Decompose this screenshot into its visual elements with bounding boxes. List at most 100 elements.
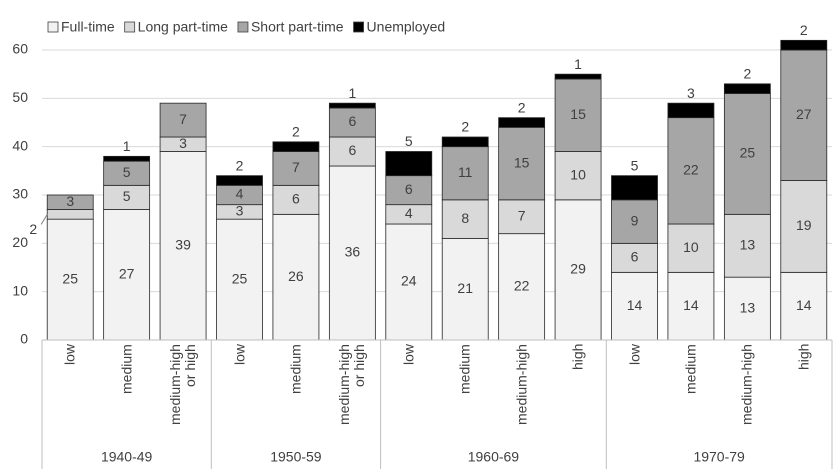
data-label: 10	[570, 166, 586, 182]
bar-segment	[498, 126, 546, 201]
bar-segment	[554, 78, 602, 152]
x-tick-label: low	[400, 344, 417, 366]
bar-segment	[554, 151, 602, 201]
data-label: 25	[62, 270, 78, 286]
bar-segment	[216, 175, 263, 186]
data-label: 14	[796, 297, 812, 313]
x-tick-label-box: medium	[287, 344, 304, 394]
x-tick-label: high	[569, 344, 586, 371]
legend-swatch	[237, 21, 249, 33]
data-label: 5	[631, 157, 639, 173]
bar-segment	[103, 160, 151, 186]
y-tick-label: 0	[20, 331, 28, 347]
bar-segment	[498, 117, 546, 128]
y-tick-label: 10	[12, 282, 28, 298]
data-label: 25	[232, 270, 248, 286]
data-label: 14	[683, 297, 699, 313]
legend-label: Full-time	[61, 19, 115, 35]
data-label: 15	[570, 106, 586, 122]
x-tick-label-box: low	[231, 344, 247, 366]
bar-segment	[328, 107, 376, 138]
x-tick-label: medium	[456, 344, 473, 394]
y-tick-label: 50	[12, 89, 28, 105]
data-label: 2	[461, 119, 469, 135]
x-tick-label: low	[61, 344, 78, 366]
data-label: 2	[292, 124, 300, 140]
x-tick-label-box: low	[400, 344, 417, 366]
data-label: 27	[796, 106, 812, 122]
data-label: 24	[401, 273, 417, 289]
legend-swatch	[124, 21, 136, 33]
data-label: 3	[179, 135, 187, 151]
data-label: 11	[458, 164, 473, 180]
bar-segment	[272, 184, 320, 215]
bar-segment	[723, 83, 771, 94]
bar-segment	[272, 151, 320, 186]
data-label: 7	[518, 207, 526, 223]
x-tick-label-box: medium	[682, 344, 699, 394]
data-label: 25	[740, 145, 756, 161]
data-label: 5	[123, 188, 131, 204]
data-label: 15	[514, 154, 530, 170]
x-tick-label: medium	[682, 344, 699, 394]
data-label: 1	[123, 138, 131, 154]
bar-segment	[159, 102, 207, 138]
x-tick-label-box: medium-high or high	[336, 344, 368, 425]
data-label: 6	[292, 191, 300, 207]
bar-segment	[385, 223, 433, 341]
bar-segment	[272, 141, 320, 152]
x-tick-label-box: medium-high or high	[167, 344, 199, 425]
bar-segment	[723, 93, 771, 215]
x-tick-label-box: medium	[118, 344, 135, 394]
group-label: 1940-49	[101, 449, 153, 465]
x-tick-label: low	[231, 344, 247, 366]
data-label: 4	[236, 186, 244, 202]
y-tick-label: 40	[12, 137, 28, 153]
x-tick-label: medium-high or high	[336, 344, 368, 425]
data-label: 1	[348, 85, 356, 101]
data-label: 22	[514, 278, 530, 294]
group-label: 1950-59	[270, 449, 322, 465]
bar-segment	[554, 199, 602, 341]
data-label: 6	[348, 113, 356, 129]
x-tick-label: medium	[118, 344, 135, 394]
bar-segment	[780, 271, 828, 341]
bar-segment	[611, 242, 658, 273]
data-label: 14	[627, 297, 643, 313]
bar-segment	[441, 199, 489, 239]
x-tick-label-box: medium	[456, 344, 473, 394]
x-tick-label-box: medium-high	[513, 344, 529, 425]
group-label: 1970-79	[693, 449, 745, 465]
x-tick-label: medium	[287, 344, 304, 394]
bar-segment	[441, 136, 489, 148]
data-label: 2	[800, 22, 808, 38]
x-tick-label-box: low	[61, 344, 78, 366]
bar-segment	[780, 49, 828, 181]
data-label: 2	[236, 157, 244, 173]
y-tick-label: 20	[12, 234, 28, 250]
leader-line	[40, 214, 48, 225]
data-label: 19	[796, 217, 812, 233]
bar-segment	[385, 175, 433, 206]
x-tick-label: low	[626, 344, 642, 366]
bar-segment	[272, 213, 320, 341]
data-label: 27	[119, 265, 135, 281]
bar-segment	[46, 209, 94, 220]
data-label: 26	[288, 268, 304, 284]
bar-segment	[328, 165, 376, 341]
group-label: 1960-69	[468, 449, 520, 465]
x-tick-label: medium-high or high	[167, 344, 199, 425]
data-label: 2	[29, 221, 37, 237]
data-label: 22	[683, 162, 699, 178]
x-tick-label: high	[795, 344, 812, 371]
bar-segment	[159, 151, 207, 341]
x-tick-label-box: low	[626, 344, 642, 366]
data-label: 13	[740, 236, 756, 252]
bar-segment	[667, 117, 715, 225]
legend-swatch	[47, 21, 59, 33]
bar-segment	[103, 155, 151, 162]
data-label: 3	[236, 203, 244, 219]
data-label: 13	[740, 299, 756, 315]
bar-segment	[103, 184, 151, 210]
